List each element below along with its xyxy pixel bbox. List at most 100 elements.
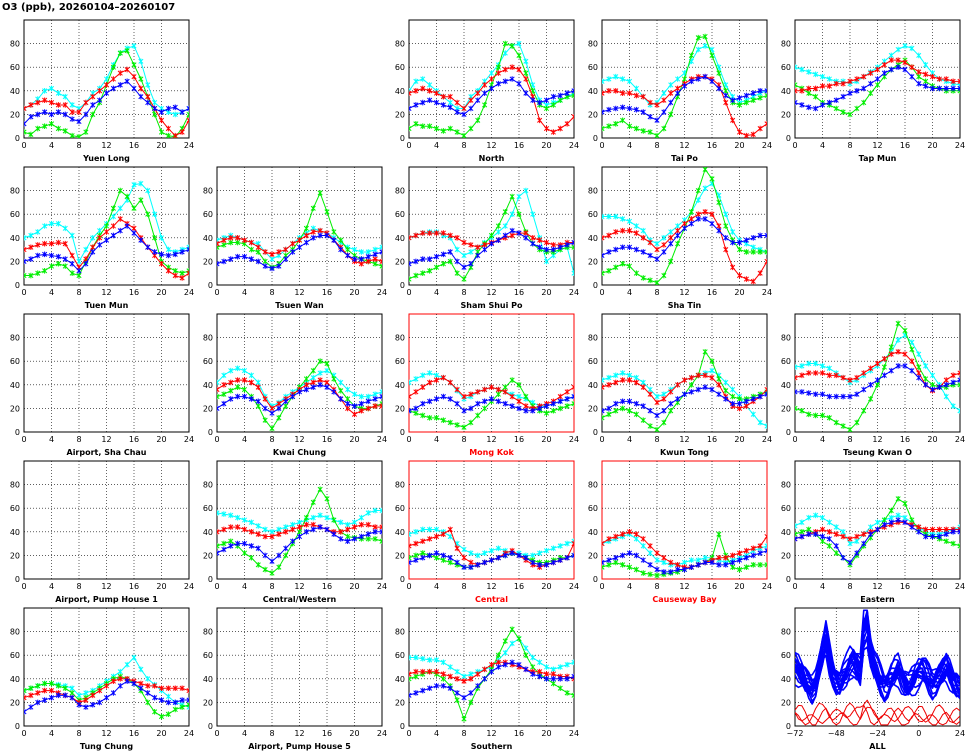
plot-area [602,33,767,138]
data-point [331,229,337,235]
data-point [557,664,563,670]
data-point [688,216,694,222]
data-point [861,531,867,537]
series-line [795,702,960,726]
data-point [909,358,915,364]
data-point [681,377,688,383]
data-point [633,223,639,229]
x-tick-label: 16 [129,729,139,738]
data-point [420,412,426,419]
data-point [647,571,653,578]
data-point [145,82,151,88]
data-point [269,570,275,576]
data-point [338,237,344,243]
data-point [447,533,453,540]
data-point [654,246,660,253]
station-label: North [479,154,505,163]
data-point [124,223,130,229]
data-point [702,167,708,173]
data-point [468,550,474,556]
x-tick-label: 12 [679,141,689,150]
data-point [145,93,151,100]
data-point [186,270,189,276]
data-point [276,415,282,421]
data-point [235,514,241,521]
data-point [943,377,949,383]
x-tick-label: 16 [707,141,717,150]
x-tick-label: 12 [872,141,882,150]
data-point [602,540,605,547]
series-line [795,645,960,697]
data-point [564,121,570,127]
y-tick-label: 0 [208,575,213,584]
data-point [647,277,653,284]
data-point [409,260,412,267]
data-point [495,391,501,398]
data-point [543,671,550,677]
data-point [688,389,694,395]
data-point [365,253,371,260]
data-point [48,687,55,694]
data-point [76,134,82,138]
data-point [447,673,453,680]
data-point [427,230,433,236]
data-point [69,132,75,138]
data-point [255,531,261,537]
data-point [509,640,515,647]
data-point [338,519,344,526]
data-point [950,529,956,535]
plot-area [409,370,574,431]
data-point [847,90,853,96]
data-point [702,185,708,192]
data-point [550,407,556,414]
plot-frame [408,166,575,286]
x-tick-label: 0 [214,435,219,444]
data-point [409,105,412,112]
data-point [695,372,701,379]
data-point [675,223,681,229]
data-point [854,105,860,112]
data-point [365,393,371,400]
data-point [895,517,901,523]
data-point [468,676,474,682]
data-point [861,370,867,376]
data-point [303,529,309,535]
data-point [124,193,130,200]
y-tick-label: 20 [781,551,791,560]
data-point [138,685,144,692]
data-point [543,403,550,409]
x-tick-label: 8 [461,435,466,444]
x-tick-label: 16 [514,288,524,297]
data-point [90,701,96,708]
y-tick-label: 20 [588,404,598,413]
data-point [633,230,639,236]
data-point [409,654,412,661]
data-point [427,256,433,262]
data-point [427,379,433,386]
data-point [571,244,574,251]
plot-area [602,167,767,285]
x-tick-label: 24 [569,582,579,591]
data-point [640,384,646,390]
data-point [602,235,605,241]
data-point [217,510,220,516]
y-tick-label: 0 [400,281,405,290]
data-point [764,533,767,540]
data-point [709,176,715,182]
data-point [606,374,612,381]
data-point [799,519,805,526]
data-point [543,547,550,554]
data-point [62,240,68,247]
data-point [461,564,467,570]
y-tick-label: 80 [781,628,791,637]
x-tick-label: 12 [679,582,689,591]
y-tick-label: 60 [203,210,213,219]
plot-area [24,180,189,281]
data-point [868,70,874,76]
data-point [365,249,371,255]
